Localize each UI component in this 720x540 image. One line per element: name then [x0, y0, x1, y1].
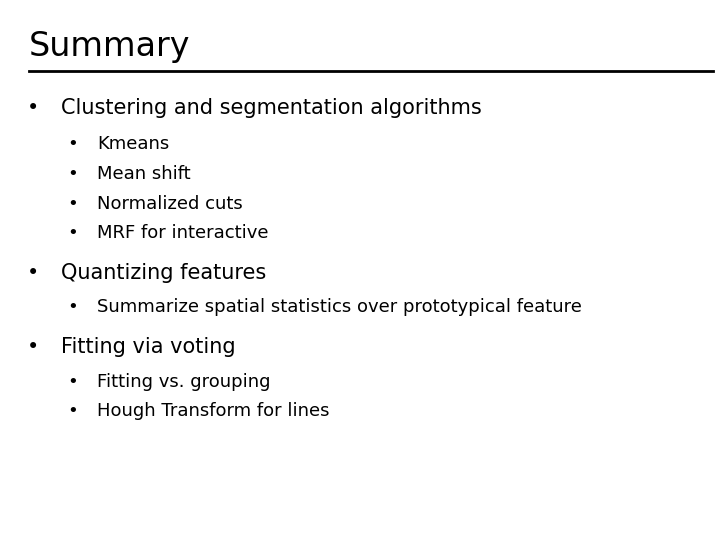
Text: Hough Transform for lines: Hough Transform for lines [97, 402, 330, 421]
Text: Fitting via voting: Fitting via voting [61, 336, 236, 357]
Text: Kmeans: Kmeans [97, 135, 169, 153]
Text: Summary: Summary [29, 30, 190, 63]
Text: •: • [67, 165, 78, 183]
Text: Clustering and segmentation algorithms: Clustering and segmentation algorithms [61, 98, 482, 118]
Text: •: • [67, 194, 78, 213]
Text: •: • [67, 135, 78, 153]
Text: •: • [27, 336, 39, 357]
Text: •: • [67, 402, 78, 421]
Text: MRF for interactive: MRF for interactive [97, 224, 269, 242]
Text: Mean shift: Mean shift [97, 165, 191, 183]
Text: •: • [27, 98, 39, 118]
Text: Summarize spatial statistics over prototypical feature: Summarize spatial statistics over protot… [97, 298, 582, 316]
Text: Normalized cuts: Normalized cuts [97, 194, 243, 213]
Text: Fitting vs. grouping: Fitting vs. grouping [97, 373, 271, 391]
Text: •: • [67, 224, 78, 242]
Text: •: • [27, 262, 39, 283]
Text: Quantizing features: Quantizing features [61, 262, 266, 283]
Text: •: • [67, 298, 78, 316]
Text: •: • [67, 373, 78, 391]
